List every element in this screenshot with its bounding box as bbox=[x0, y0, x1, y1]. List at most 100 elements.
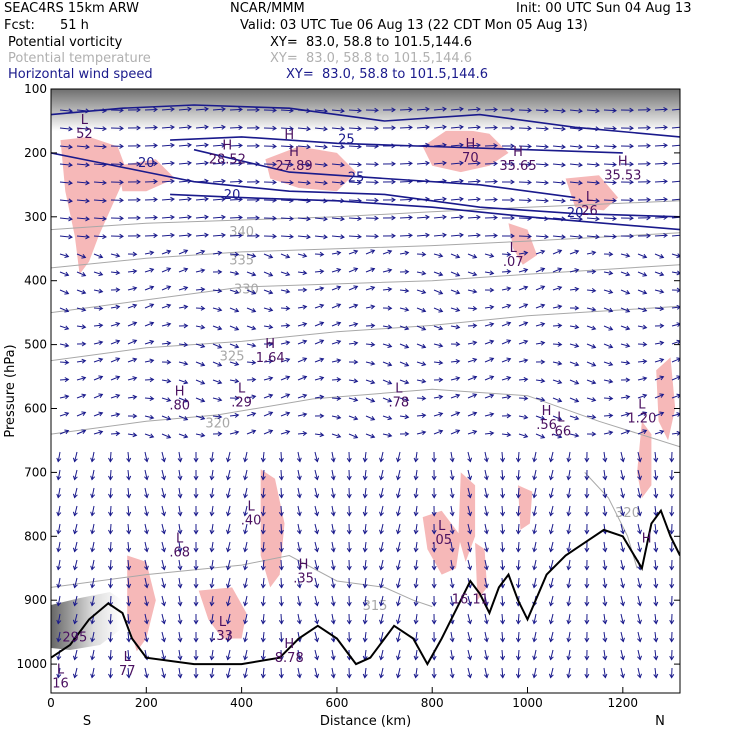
wind-arrow bbox=[654, 180, 668, 183]
wind-arrow-head bbox=[476, 232, 481, 238]
wind-arrow-head bbox=[659, 411, 665, 417]
wind-arrow-head bbox=[336, 339, 342, 345]
wind-arrow bbox=[127, 631, 130, 642]
wind-arrow bbox=[314, 358, 324, 363]
wind-arrow-head bbox=[442, 160, 447, 166]
wind-arrow bbox=[297, 577, 301, 588]
wind-arrow bbox=[314, 163, 328, 166]
wind-arrow bbox=[195, 250, 205, 255]
extremum-type-4: H bbox=[513, 145, 523, 160]
wind-arrow bbox=[380, 505, 384, 516]
x-axis-end-label: N bbox=[655, 714, 665, 729]
wind-arrow-head bbox=[408, 125, 413, 131]
extremum-value-3: 70 bbox=[462, 151, 479, 166]
wind-arrow-head bbox=[629, 107, 634, 113]
wind-arrow bbox=[195, 198, 209, 201]
wind-arrow bbox=[586, 415, 596, 418]
wind-arrow bbox=[397, 577, 401, 588]
wind-arrow-head bbox=[285, 305, 291, 311]
wind-arrow-head bbox=[387, 343, 393, 348]
pv-region-3 bbox=[422, 127, 509, 173]
wind-arrow bbox=[620, 253, 630, 257]
wind-arrow-head bbox=[431, 493, 437, 499]
wind-arrow bbox=[550, 469, 554, 480]
wind-arrow bbox=[552, 249, 562, 255]
wind-arrow-head bbox=[302, 270, 308, 276]
wind-arrow bbox=[535, 342, 545, 345]
wind-arrow bbox=[262, 613, 265, 624]
wind-arrow-head bbox=[515, 493, 521, 499]
wind-arrow-head bbox=[425, 232, 430, 238]
wind-arrow bbox=[467, 649, 471, 660]
wind-arrow-head bbox=[413, 457, 419, 463]
wind-arrow-head bbox=[153, 143, 158, 149]
wind-arrow-head bbox=[391, 107, 396, 113]
wind-arrow-head bbox=[161, 547, 166, 553]
wind-arrow bbox=[620, 541, 624, 552]
extremum-type-13: H bbox=[542, 404, 552, 419]
extremum-type-22: H bbox=[284, 637, 294, 652]
wind-arrow-head bbox=[431, 637, 437, 643]
wind-arrow bbox=[91, 595, 95, 606]
wind-arrow bbox=[484, 631, 488, 642]
wind-arrow bbox=[450, 144, 464, 147]
wind-arrow bbox=[637, 307, 647, 312]
wind-arrow bbox=[211, 577, 214, 588]
wind-arrow bbox=[484, 595, 488, 606]
wind-arrow bbox=[552, 199, 566, 202]
wind-arrow-head bbox=[566, 565, 572, 571]
wind-arrow bbox=[297, 109, 311, 112]
wind-arrow-head bbox=[523, 377, 529, 383]
wind-arrow bbox=[331, 523, 335, 534]
wind-arrow-head bbox=[379, 511, 384, 517]
wind-arrow bbox=[127, 377, 137, 381]
wind-arrow bbox=[144, 180, 158, 183]
wind-arrow-head bbox=[136, 179, 141, 185]
wind-arrow bbox=[76, 235, 90, 238]
wind-arrow-head bbox=[629, 197, 634, 203]
wind-arrow-head bbox=[669, 637, 675, 643]
wind-arrow bbox=[671, 340, 680, 345]
wind-arrow-head bbox=[243, 601, 248, 607]
wind-arrow bbox=[467, 469, 471, 480]
wind-arrow bbox=[484, 523, 488, 534]
wind-arrow bbox=[161, 505, 165, 516]
wind-arrow-head bbox=[515, 475, 521, 481]
wind-arrow bbox=[178, 361, 188, 365]
wind-arrow bbox=[603, 109, 617, 112]
wind-arrow-head bbox=[574, 249, 580, 255]
wind-arrow-head bbox=[193, 655, 199, 661]
wind-arrow-head bbox=[669, 583, 675, 589]
wind-arrow bbox=[127, 304, 137, 309]
extremum-type-5: H bbox=[618, 155, 628, 170]
wind-arrow bbox=[364, 487, 367, 498]
wind-arrow-head bbox=[221, 196, 226, 202]
wind-arrow-head bbox=[72, 547, 78, 553]
wind-arrow bbox=[144, 216, 158, 219]
wind-arrow-head bbox=[336, 377, 342, 383]
wind-arrow bbox=[433, 108, 447, 111]
wind-arrow-head bbox=[584, 493, 590, 499]
wind-arrow-head bbox=[548, 655, 554, 661]
wind-arrow-head bbox=[438, 271, 444, 277]
wind-arrow-head bbox=[449, 457, 455, 463]
wind-arrow bbox=[76, 394, 86, 399]
wind-arrow bbox=[620, 559, 624, 570]
wind-arrow-head bbox=[278, 673, 284, 679]
wind-arrow bbox=[110, 432, 120, 435]
wind-arrow-head bbox=[268, 341, 274, 347]
wind-arrow-head bbox=[209, 493, 215, 499]
wind-arrow bbox=[144, 667, 148, 678]
wind-arrow bbox=[297, 271, 307, 274]
wind-arrow bbox=[314, 235, 328, 238]
extremum-value-22: 8.78 bbox=[275, 651, 304, 666]
wind-arrow-head bbox=[132, 376, 138, 381]
wind-arrow bbox=[109, 541, 112, 552]
wind-arrow bbox=[263, 271, 273, 277]
wind-arrow-head bbox=[653, 547, 659, 553]
theta-contour-0 bbox=[51, 200, 680, 231]
wind-arrow-head bbox=[676, 270, 680, 276]
wind-arrow-head bbox=[591, 397, 597, 402]
wind-arrow-head bbox=[302, 253, 308, 258]
y-tick-label-2: 300 bbox=[24, 210, 47, 224]
